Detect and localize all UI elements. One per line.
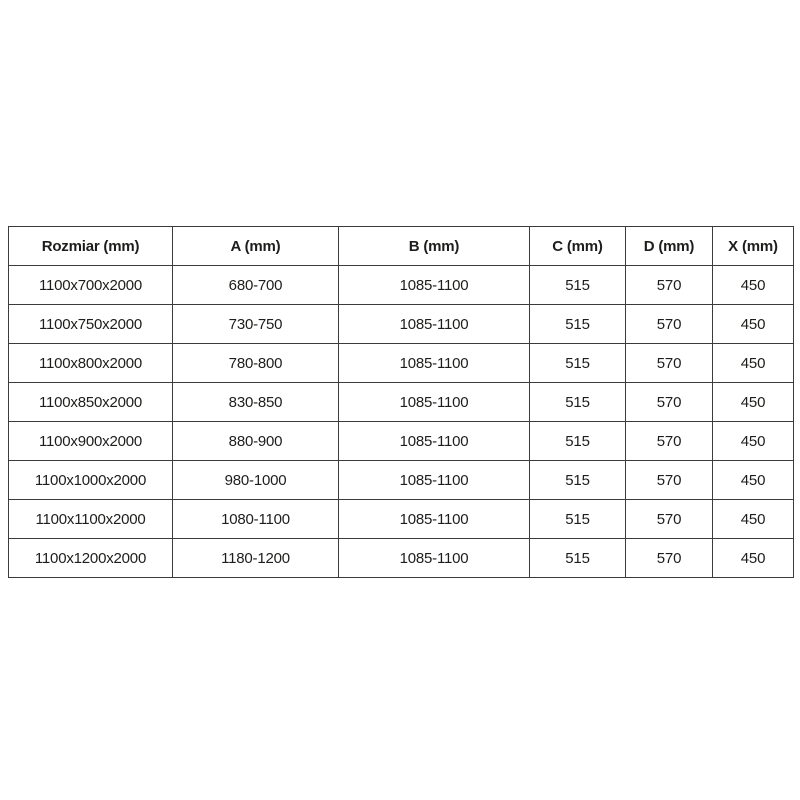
cell-d: 570: [625, 382, 713, 422]
cell-x: 450: [712, 421, 794, 461]
table-row: 1100x900x2000 880-900 1085-1100 515 570 450: [8, 421, 794, 461]
cell-a: 780-800: [172, 343, 339, 383]
table-body: 1100x700x2000 680-700 1085-1100 515 570 450 11…: [8, 265, 794, 578]
cell-size: 1100x700x2000: [8, 265, 173, 305]
column-header-a: A (mm): [172, 226, 339, 266]
cell-c: 515: [529, 421, 626, 461]
cell-size: 1100x750x2000: [8, 304, 173, 344]
cell-d: 570: [625, 343, 713, 383]
cell-a: 980-1000: [172, 460, 339, 500]
column-header-c: C (mm): [529, 226, 626, 266]
table-header: Rozmiar (mm) A (mm) B (mm) C (mm) D (mm)…: [8, 226, 794, 266]
column-header-size: Rozmiar (mm): [8, 226, 173, 266]
cell-size: 1100x850x2000: [8, 382, 173, 422]
cell-x: 450: [712, 343, 794, 383]
cell-b: 1085-1100: [338, 499, 530, 539]
table-row: 1100x1000x2000 980-1000 1085-1100 515 570 450: [8, 460, 794, 500]
cell-a: 1180-1200: [172, 538, 339, 578]
column-header-x: X (mm): [712, 226, 794, 266]
cell-b: 1085-1100: [338, 538, 530, 578]
specification-table: Rozmiar (mm) A (mm) B (mm) C (mm) D (mm)…: [8, 226, 794, 578]
cell-c: 515: [529, 499, 626, 539]
cell-size: 1100x1200x2000: [8, 538, 173, 578]
table-header-row: Rozmiar (mm) A (mm) B (mm) C (mm) D (mm)…: [8, 226, 794, 266]
cell-b: 1085-1100: [338, 265, 530, 305]
cell-x: 450: [712, 538, 794, 578]
table-row: 1100x700x2000 680-700 1085-1100 515 570 450: [8, 265, 794, 305]
cell-size: 1100x1000x2000: [8, 460, 173, 500]
cell-a: 830-850: [172, 382, 339, 422]
cell-x: 450: [712, 382, 794, 422]
cell-b: 1085-1100: [338, 421, 530, 461]
cell-x: 450: [712, 304, 794, 344]
cell-b: 1085-1100: [338, 382, 530, 422]
cell-a: 680-700: [172, 265, 339, 305]
column-header-d: D (mm): [625, 226, 713, 266]
cell-b: 1085-1100: [338, 460, 530, 500]
cell-c: 515: [529, 460, 626, 500]
cell-b: 1085-1100: [338, 304, 530, 344]
cell-d: 570: [625, 421, 713, 461]
cell-c: 515: [529, 304, 626, 344]
cell-size: 1100x800x2000: [8, 343, 173, 383]
cell-d: 570: [625, 460, 713, 500]
column-header-b: B (mm): [338, 226, 530, 266]
cell-c: 515: [529, 382, 626, 422]
cell-size: 1100x1100x2000: [8, 499, 173, 539]
table-row: 1100x1200x2000 1180-1200 1085-1100 515 570 45…: [8, 538, 794, 578]
specification-table-container: Rozmiar (mm) A (mm) B (mm) C (mm) D (mm)…: [8, 226, 794, 578]
table-row: 1100x750x2000 730-750 1085-1100 515 570 450: [8, 304, 794, 344]
cell-d: 570: [625, 304, 713, 344]
cell-x: 450: [712, 265, 794, 305]
table-row: 1100x1100x2000 1080-1100 1085-1100 515 570 45…: [8, 499, 794, 539]
cell-c: 515: [529, 265, 626, 305]
cell-b: 1085-1100: [338, 343, 530, 383]
cell-d: 570: [625, 499, 713, 539]
cell-x: 450: [712, 460, 794, 500]
cell-a: 730-750: [172, 304, 339, 344]
cell-c: 515: [529, 343, 626, 383]
cell-x: 450: [712, 499, 794, 539]
cell-d: 570: [625, 538, 713, 578]
table-row: 1100x800x2000 780-800 1085-1100 515 570 450: [8, 343, 794, 383]
cell-d: 570: [625, 265, 713, 305]
cell-size: 1100x900x2000: [8, 421, 173, 461]
table-row: 1100x850x2000 830-850 1085-1100 515 570 450: [8, 382, 794, 422]
cell-a: 1080-1100: [172, 499, 339, 539]
cell-c: 515: [529, 538, 626, 578]
cell-a: 880-900: [172, 421, 339, 461]
